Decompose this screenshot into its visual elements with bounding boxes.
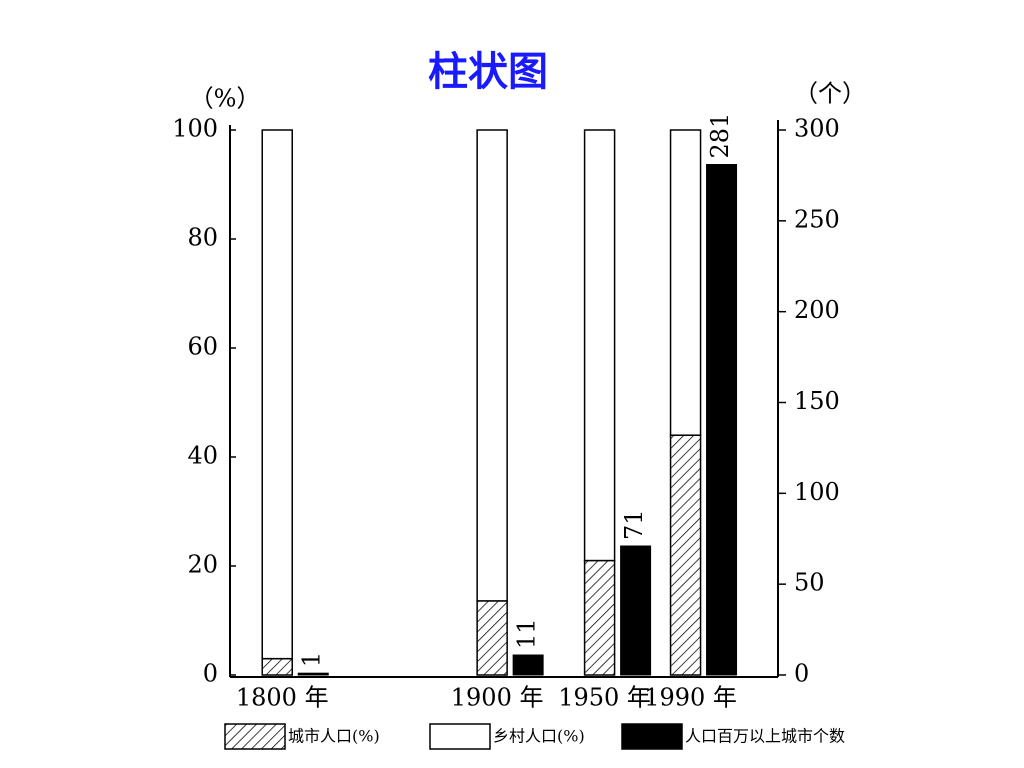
x-tick-label: 1800 年 (236, 684, 329, 712)
y-tick-label: 40 (187, 442, 218, 470)
x-tick-label: 1900 年 (451, 684, 544, 712)
value-label: 1 (298, 652, 326, 667)
y2-axis-label: （个） (794, 80, 866, 108)
bar-segment (583, 559, 616, 676)
value-label: 281 (706, 113, 734, 159)
legend-label: 人口百万以上城市个数 (685, 727, 845, 746)
value-label: 11 (513, 618, 541, 649)
bar-segment (476, 129, 508, 602)
legend-label: 乡村人口(%) (493, 727, 585, 746)
bar-segment (583, 129, 616, 562)
y-tick-label: 100 (172, 115, 218, 143)
bar-segment (669, 434, 702, 676)
legend-swatch (429, 723, 491, 750)
bar-segment (476, 600, 508, 676)
y-tick-label: 80 (187, 224, 218, 252)
value-label: 71 (620, 509, 648, 540)
y2-tick-label: 150 (794, 387, 840, 415)
legend-swatch (224, 723, 286, 750)
y2-tick-label: 100 (794, 478, 840, 506)
bar (620, 545, 652, 676)
y-tick-label: 0 (203, 660, 218, 688)
chart-title: 柱状图 (428, 49, 548, 95)
y-tick-label: 60 (187, 333, 218, 361)
legend-swatch (621, 723, 683, 750)
y2-tick-label: 250 (794, 205, 840, 233)
bar (512, 654, 544, 676)
bar (297, 672, 329, 676)
x-tick-label: 1950 年 (558, 684, 651, 712)
bar (706, 164, 738, 676)
y2-tick-label: 50 (794, 569, 825, 597)
legend-label: 城市人口(%) (288, 727, 380, 746)
bar-segment (261, 129, 293, 660)
y-axis-label: （%） (190, 85, 261, 113)
y2-tick-label: 0 (794, 660, 809, 688)
y2-tick-label: 200 (794, 296, 840, 324)
y2-tick-label: 300 (794, 115, 840, 143)
bar-segment (261, 657, 293, 676)
x-tick-label: 1990 年 (644, 684, 737, 712)
bar-segment (669, 129, 702, 436)
y-tick-label: 20 (187, 551, 218, 579)
